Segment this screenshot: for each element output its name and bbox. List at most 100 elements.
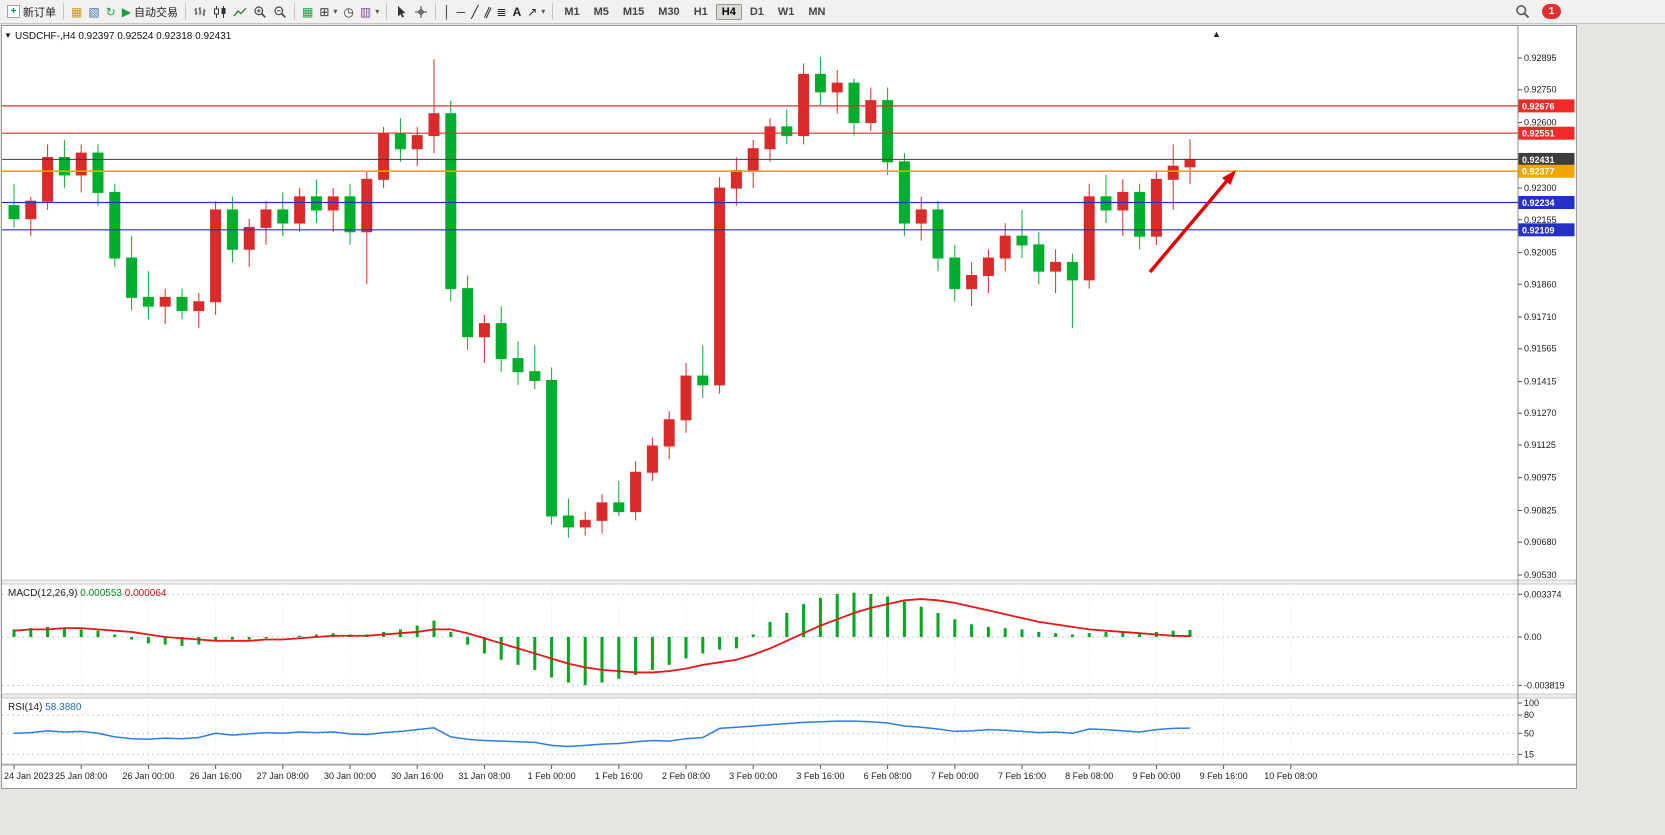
candle xyxy=(1016,235,1028,246)
fibonacci-tool[interactable]: ≣ xyxy=(494,4,510,20)
price-axis-label: 0.91710 xyxy=(1524,312,1557,322)
time-axis-label: 3 Feb 16:00 xyxy=(796,771,844,781)
line-chart-icon xyxy=(233,7,247,16)
zoom-out-icon xyxy=(274,5,286,18)
search-button[interactable] xyxy=(1512,2,1533,21)
vertical-line-icon: │ xyxy=(443,4,451,19)
zoom-out-button[interactable] xyxy=(270,3,290,21)
candle xyxy=(142,296,154,307)
timeframe-button-m15[interactable]: M15 xyxy=(622,5,645,18)
chevron-down-icon: ▾ xyxy=(333,7,338,16)
price-axis-label: 0.91415 xyxy=(1524,377,1557,387)
cursor-tool-button[interactable] xyxy=(391,3,411,21)
search-icon xyxy=(1516,5,1530,19)
timeframe-button-m1[interactable]: M1 xyxy=(564,5,580,18)
auto-trading-button[interactable]: ▶ 自动交易 xyxy=(119,2,181,22)
candle xyxy=(428,113,440,137)
candle xyxy=(882,100,894,163)
zoom-in-button[interactable] xyxy=(250,3,270,21)
symbol-menu-icon[interactable]: ▼ xyxy=(4,31,12,40)
timeframe-button-h4[interactable]: H4 xyxy=(715,3,742,20)
timeframe-button-d1[interactable]: D1 xyxy=(749,5,764,18)
new-order-button[interactable]: + 新订单 xyxy=(4,2,59,22)
price-axis-label: 0.92005 xyxy=(1524,248,1557,258)
timeframe-button-h1[interactable]: H1 xyxy=(693,5,708,18)
chart-shift-marker[interactable]: ▲ xyxy=(1212,29,1221,39)
horizontal-line-tool[interactable]: ─ xyxy=(454,4,469,20)
price-badge xyxy=(1518,126,1575,140)
chart-background[interactable] xyxy=(2,26,1576,788)
chart-window-border xyxy=(1,25,1577,789)
timeframe-toolbar: M1 M5 M15 M30 H1 H4 D1 W1 MN xyxy=(557,3,832,20)
time-axis-label: 10 Feb 08:00 xyxy=(1264,771,1317,781)
channel-tool[interactable]: ∥ xyxy=(482,4,494,20)
candle xyxy=(529,371,541,381)
macd-axis-label: -0.003819 xyxy=(1524,680,1565,690)
candle xyxy=(613,502,625,513)
chart-title: USDCHF-,H4 0.92397 0.92524 0.92318 0.924… xyxy=(15,31,232,42)
refresh-icon: ↻ xyxy=(105,4,116,19)
auto-trading-label: 自动交易 xyxy=(133,6,178,19)
candlestick-chart-button[interactable] xyxy=(210,3,230,21)
chevron-down-icon: ▾ xyxy=(541,7,546,16)
vertical-line-tool[interactable]: │ xyxy=(440,4,454,20)
candle xyxy=(781,126,793,137)
price-axis-label: 0.90975 xyxy=(1524,473,1557,483)
candle xyxy=(865,100,877,123)
text-tool-icon: A xyxy=(512,4,522,19)
time-axis-label: 26 Jan 16:00 xyxy=(190,771,242,781)
candle xyxy=(1066,261,1078,281)
price-axis-label: 0.92895 xyxy=(1524,53,1557,63)
template-button[interactable]: ▥ ▾ xyxy=(357,4,382,20)
time-axis-label: 30 Jan 00:00 xyxy=(324,771,376,781)
candle xyxy=(344,196,356,233)
candle xyxy=(512,358,524,373)
period-clock-button[interactable]: ◷ xyxy=(340,4,356,20)
candle xyxy=(798,73,810,137)
candle xyxy=(1150,178,1162,237)
time-axis-label: 24 Jan 2023 xyxy=(4,771,54,781)
price-badge-label: 0.92234 xyxy=(1522,198,1555,208)
time-axis-label: 26 Jan 00:00 xyxy=(122,771,174,781)
profiles-button[interactable]: ▧ xyxy=(85,4,102,20)
trend-arrow-annotation[interactable] xyxy=(1148,180,1228,274)
candle xyxy=(8,205,20,220)
timeframe-button-w1[interactable]: W1 xyxy=(777,5,795,18)
price-badge xyxy=(1518,223,1575,237)
time-axis-label: 3 Feb 00:00 xyxy=(729,771,777,781)
text-tool[interactable]: A xyxy=(510,4,525,20)
timeframe-button-m30[interactable]: M30 xyxy=(658,5,680,18)
chart-window-icon: ▦ xyxy=(71,4,83,19)
pane-separator[interactable] xyxy=(1,693,1577,699)
price-badge xyxy=(1518,195,1575,209)
trend-arrow-head[interactable] xyxy=(1222,170,1236,186)
rsi-label: RSI(14) 58.3880 xyxy=(8,702,82,713)
price-badge-label: 0.92109 xyxy=(1522,225,1555,235)
crosshair-tool-button[interactable] xyxy=(411,3,431,21)
time-axis-label: 7 Feb 00:00 xyxy=(931,771,979,781)
rsi-axis-label: 100 xyxy=(1524,698,1539,708)
candle xyxy=(243,226,255,250)
bar-chart-button[interactable] xyxy=(190,3,210,21)
pane-separator[interactable] xyxy=(1,579,1577,585)
line-chart-button[interactable] xyxy=(230,3,250,21)
arrows-tool[interactable]: ↗ ▾ xyxy=(524,4,548,20)
candle xyxy=(764,126,776,150)
new-chart-button[interactable]: ⊞ ▾ xyxy=(316,4,340,20)
horizontal-line-icon: ─ xyxy=(456,4,466,19)
candle xyxy=(966,275,978,290)
tile-windows-icon: ▦ xyxy=(301,4,314,19)
refresh-button[interactable]: ↻ xyxy=(103,4,119,20)
timeframe-button-m5[interactable]: M5 xyxy=(593,5,609,18)
zoom-in-icon xyxy=(254,5,266,18)
trendline-tool[interactable]: ╱ xyxy=(468,4,481,20)
candle xyxy=(697,375,709,386)
candle xyxy=(378,132,390,180)
charts-button[interactable]: ▦ xyxy=(68,4,85,20)
tile-windows-button[interactable]: ▦ xyxy=(299,4,316,20)
notification-badge[interactable]: 1 xyxy=(1542,4,1561,19)
candle xyxy=(126,257,138,298)
price-axis-label: 0.91125 xyxy=(1524,440,1556,450)
timeframe-button-mn[interactable]: MN xyxy=(808,5,826,18)
